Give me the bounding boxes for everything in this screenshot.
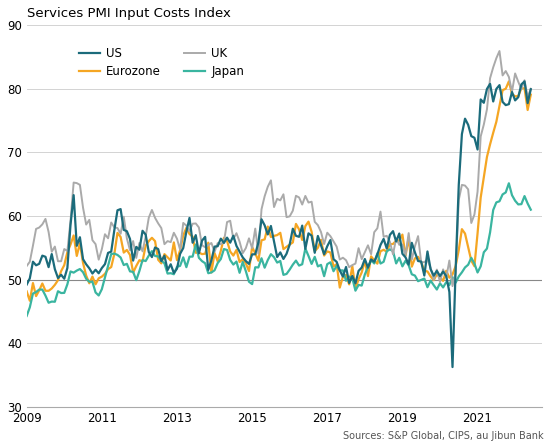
Legend: US, Eurozone, UK, Japan: US, Eurozone, UK, Japan [74,43,249,83]
US [186,215,193,221]
Japan [24,313,30,319]
Japan [528,207,534,212]
Eurozone [528,92,534,97]
US [355,268,362,274]
US [521,79,528,84]
Line: Japan: Japan [27,183,531,316]
Eurozone [26,298,33,303]
Japan [506,181,512,186]
UK [424,257,431,263]
Japan [427,278,434,283]
Japan [424,284,431,290]
Eurozone [24,289,30,294]
US [424,249,431,254]
UK [528,86,534,91]
UK [24,263,30,269]
Text: Sources: S&P Global, CIPS, au Jibun Bank: Sources: S&P Global, CIPS, au Jibun Bank [343,431,544,441]
Text: Services PMI Input Costs Index: Services PMI Input Costs Index [27,7,231,20]
US [427,267,434,272]
UK [496,49,503,54]
US [24,282,30,287]
Japan [67,269,74,274]
Line: US: US [27,81,531,367]
US [449,364,456,370]
UK [67,218,74,223]
US [528,87,534,92]
Eurozone [427,274,434,279]
Eurozone [506,79,512,84]
UK [355,246,362,251]
US [67,222,74,227]
Eurozone [193,250,199,255]
Japan [355,282,362,287]
UK [189,221,196,227]
Eurozone [70,233,77,238]
Line: Eurozone: Eurozone [27,81,531,301]
US [189,240,196,245]
Eurozone [430,278,437,283]
UK [449,283,456,289]
Japan [189,254,196,259]
Line: UK: UK [27,51,531,286]
UK [427,265,434,271]
Eurozone [358,270,365,275]
Eurozone [189,234,196,239]
Japan [186,254,193,259]
UK [186,229,193,234]
